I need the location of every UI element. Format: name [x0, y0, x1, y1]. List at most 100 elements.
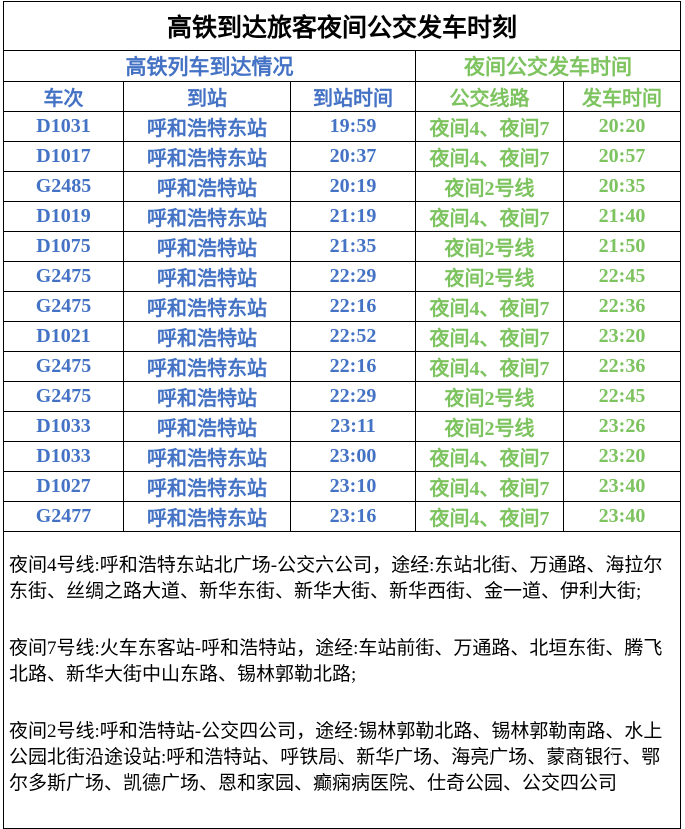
arrival-station-cell: 呼和浩特东站	[123, 351, 291, 382]
bus-departure-time-cell: 22:36	[563, 351, 681, 382]
notes-row: 夜间4号线:呼和浩特东站北广场-公交六公司，途经:东站北街、万通路、海拉尔东街、…	[3, 531, 681, 829]
bus-departure-time-cell: 23:20	[563, 321, 681, 352]
train-number-cell: G2475	[3, 291, 124, 322]
arrival-time-cell: 23:11	[290, 411, 416, 442]
bus-departure-time-cell: 23:40	[563, 471, 681, 502]
arrival-time-cell: 22:16	[290, 291, 416, 322]
bus-line-cell: 夜间4、夜间7	[415, 471, 564, 502]
bus-line-cell: 夜间4、夜间7	[415, 111, 564, 142]
arrival-station-cell: 呼和浩特站	[123, 261, 291, 292]
bus-departure-time-cell: 23:40	[563, 501, 681, 532]
gridline-tick	[220, 752, 221, 758]
page-title: 高铁到达旅客夜间公交发车时刻	[3, 1, 681, 51]
arrival-time-cell: 22:29	[290, 381, 416, 412]
bus-line-cell: 夜间4、夜间7	[415, 291, 564, 322]
arrival-station-cell: 呼和浩特东站	[123, 141, 291, 172]
train-number-cell: D1021	[3, 321, 124, 352]
notes-cell: 夜间4号线:呼和浩特东站北广场-公交六公司，途经:东站北街、万通路、海拉尔东街、…	[3, 531, 681, 829]
train-number-cell: G2475	[3, 261, 124, 292]
table-row: D1027 呼和浩特东站 23:10 夜间4、夜间7 23:40	[3, 471, 681, 502]
note-line-4: 夜间4号线:呼和浩特东站北广场-公交六公司，途经:东站北街、万通路、海拉尔东街、…	[9, 555, 663, 602]
table-row: G2475 呼和浩特东站 22:16 夜间4、夜间7 22:36	[3, 351, 681, 382]
table-row: G2475 呼和浩特站 22:29 夜间2号线 22:45	[3, 261, 681, 292]
bus-line-cell: 夜间2号线	[415, 381, 564, 412]
arrival-station-cell: 呼和浩特东站	[123, 201, 291, 232]
table-row: D1033 呼和浩特东站 23:00 夜间4、夜间7 23:20	[3, 441, 681, 472]
spreadsheet-gridline-stubs	[0, 752, 685, 758]
bus-line-cell: 夜间4、夜间7	[415, 351, 564, 382]
train-number-cell: D1031	[3, 111, 124, 142]
gridline-tick	[338, 752, 339, 758]
table-row: D1075 呼和浩特站 21:35 夜间2号线 21:50	[3, 231, 681, 262]
bus-departure-time-cell: 22:36	[563, 291, 681, 322]
bus-line-cell: 夜间4、夜间7	[415, 321, 564, 352]
arrival-station-cell: 呼和浩特站	[123, 381, 291, 412]
bus-line-cell: 夜间2号线	[415, 411, 564, 442]
arrival-time-cell: 21:35	[290, 231, 416, 262]
column-header-row: 车次 到站 到站时间 公交线路 发车时间	[3, 81, 681, 112]
bus-line-cell: 夜间4、夜间7	[415, 441, 564, 472]
train-number-cell: D1017	[3, 141, 124, 172]
arrival-station-cell: 呼和浩特站	[123, 171, 291, 202]
train-number-cell: D1033	[3, 441, 124, 472]
table-row: D1021 呼和浩特站 22:52 夜间4、夜间7 23:20	[3, 321, 681, 352]
table-row: D1019 呼和浩特东站 21:19 夜间4、夜间7 21:40	[3, 201, 681, 232]
bus-line-cell: 夜间4、夜间7	[415, 501, 564, 532]
train-number-cell: D1033	[3, 411, 124, 442]
timetable-body: D1031 呼和浩特东站 19:59 夜间4、夜间7 20:20 D1017 呼…	[3, 111, 681, 532]
arrival-time-cell: 23:00	[290, 441, 416, 472]
train-number-cell: D1019	[3, 201, 124, 232]
col-header-train-number: 车次	[3, 81, 124, 112]
bus-section-header: 夜间公交发车时间	[415, 50, 681, 82]
arrival-station-cell: 呼和浩特东站	[123, 471, 291, 502]
bus-line-cell: 夜间2号线	[415, 171, 564, 202]
arrival-time-cell: 21:19	[290, 201, 416, 232]
title-row: 高铁到达旅客夜间公交发车时刻	[3, 1, 681, 51]
table-row: D1031 呼和浩特东站 19:59 夜间4、夜间7 20:20	[3, 111, 681, 142]
arrival-station-cell: 呼和浩特东站	[123, 441, 291, 472]
train-section-header: 高铁列车到达情况	[3, 50, 416, 82]
arrival-time-cell: 22:29	[290, 261, 416, 292]
gridline-tick	[95, 752, 96, 758]
arrival-station-cell: 呼和浩特站	[123, 411, 291, 442]
gridline-tick	[612, 752, 613, 758]
note-line-2: 夜间2号线:呼和浩特站-公交四公司，途经:锡林郭勒北路、锡林郭勒南路、水上公园北…	[9, 721, 663, 794]
timetable-table: 高铁到达旅客夜间公交发车时刻 高铁列车到达情况 夜间公交发车时间 车次 到站 到…	[3, 1, 681, 829]
train-number-cell: G2475	[3, 351, 124, 382]
train-number-cell: G2485	[3, 171, 124, 202]
col-header-departure-time: 发车时间	[563, 81, 681, 112]
arrival-time-cell: 22:52	[290, 321, 416, 352]
arrival-station-cell: 呼和浩特东站	[123, 111, 291, 142]
bus-departure-time-cell: 23:26	[563, 411, 681, 442]
bus-departure-time-cell: 20:57	[563, 141, 681, 172]
section-header-row: 高铁列车到达情况 夜间公交发车时间	[3, 50, 681, 82]
arrival-station-cell: 呼和浩特站	[123, 231, 291, 262]
arrival-time-cell: 23:10	[290, 471, 416, 502]
train-number-cell: D1027	[3, 471, 124, 502]
bus-line-cell: 夜间4、夜间7	[415, 141, 564, 172]
bus-line-cell: 夜间2号线	[415, 261, 564, 292]
train-number-cell: D1075	[3, 231, 124, 262]
arrival-station-cell: 呼和浩特东站	[123, 291, 291, 322]
arrival-time-cell: 19:59	[290, 111, 416, 142]
col-header-arrival-station: 到站	[123, 81, 291, 112]
arrival-time-cell: 20:37	[290, 141, 416, 172]
bus-departure-time-cell: 21:50	[563, 231, 681, 262]
arrival-time-cell: 20:19	[290, 171, 416, 202]
col-header-bus-line: 公交线路	[415, 81, 564, 112]
bus-line-cell: 夜间2号线	[415, 231, 564, 262]
table-row: D1033 呼和浩特站 23:11 夜间2号线 23:26	[3, 411, 681, 442]
bus-departure-time-cell: 22:45	[563, 381, 681, 412]
table-row: G2475 呼和浩特站 22:29 夜间2号线 22:45	[3, 381, 681, 412]
bus-departure-time-cell: 22:45	[563, 261, 681, 292]
bus-departure-time-cell: 20:35	[563, 171, 681, 202]
bus-departure-time-cell: 20:20	[563, 111, 681, 142]
col-header-arrival-time: 到站时间	[290, 81, 416, 112]
gridline-tick	[490, 752, 491, 758]
train-number-cell: G2475	[3, 381, 124, 412]
arrival-station-cell: 呼和浩特站	[123, 321, 291, 352]
table-row: D1017 呼和浩特东站 20:37 夜间4、夜间7 20:57	[3, 141, 681, 172]
bus-departure-time-cell: 21:40	[563, 201, 681, 232]
arrival-time-cell: 23:16	[290, 501, 416, 532]
